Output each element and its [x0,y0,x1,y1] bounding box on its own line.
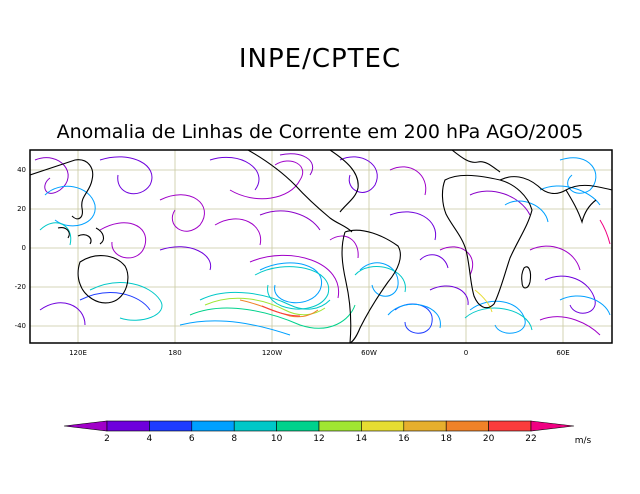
streamline [474,289,493,313]
map-title: Anomalia de Linhas de Corrente em 200 hP… [56,121,584,143]
lat-tick-label: 0 [22,244,26,252]
streamline [464,307,533,331]
colorbar-segment [488,420,532,432]
streamline [259,210,321,231]
lon-tick-label: 0 [464,349,468,357]
streamline [429,285,469,306]
colorbar-segment [149,420,193,432]
streamline [339,156,378,193]
colorbar-tick-label: 20 [483,434,495,444]
africa-coast [441,174,533,309]
colorbar-tick-label: 2 [104,434,110,444]
lat-tick-label: 40 [17,166,26,174]
colorbar-tick-label: 10 [271,434,283,444]
streamline [329,235,359,259]
lon-tick-label: 180 [168,349,181,357]
colorbar-segment [63,420,108,432]
lon-tick-label: 60E [556,349,569,357]
streamline [469,300,526,334]
streamline [209,156,260,191]
streamline [559,157,597,194]
streamline [261,305,301,317]
south-america-coast [341,229,401,343]
map-panel [29,149,613,344]
europe-coast [451,150,501,173]
streamline [34,157,69,194]
streamline [39,302,86,326]
north-america-coast [247,150,359,233]
streamline [99,222,147,259]
colorbar-segment [403,420,447,432]
asia-coast [30,159,94,220]
streamline [259,262,323,304]
streamline [214,218,262,246]
streamline [179,320,291,336]
lat-tick-label: -40 [15,322,26,330]
colorbar-segment [445,420,489,432]
colorbar-tick-label: 8 [231,434,237,444]
colorbar-tick-label: 12 [313,434,324,444]
streamline [44,185,96,227]
colorbar-tick-label: 18 [440,434,452,444]
streamline [539,316,601,336]
streamline [354,266,406,293]
colorbar-segment [361,420,405,432]
australia-coast [77,255,129,304]
colorbar-units: m/s [575,436,592,446]
streamline [389,166,427,196]
streamline [387,303,441,329]
middle-east-coast [499,176,612,195]
streamline [199,291,331,310]
streamline [419,254,449,269]
colorbar-segment [191,420,235,432]
page-title: INPE/CPTEC [238,44,402,74]
streamline [599,219,611,245]
streamline [39,222,72,246]
lon-tick-label: 120W [262,349,282,357]
madagascar-coast [521,266,532,289]
latitude-axis: 40 20 0 -20 -40 [15,166,26,330]
colorbar-tick-label: 22 [525,434,536,444]
streamline [389,211,437,241]
streamline [249,254,340,299]
colorbar-segment [318,420,362,432]
streamline [229,160,303,200]
streamline [254,266,330,310]
india-coast [565,189,597,224]
streamline [529,245,581,271]
colorbar-tick-label: 16 [398,434,410,444]
streamline [89,282,163,321]
lat-tick-label: 20 [17,205,26,213]
longitude-axis: 120E 180 120W 60W 0 60E [69,349,570,357]
colorbar-tick-label: 14 [356,434,368,444]
streamline [279,153,313,176]
colorbar [63,420,575,432]
map-frame [29,149,613,344]
colorbar-tick-label: 4 [147,434,153,444]
colorbar-segment [233,420,277,432]
colorbar-segment [276,420,320,432]
lat-tick-label: -20 [15,283,26,291]
streamline [469,190,531,216]
coastlines [30,150,612,343]
colorbar-segment [106,420,150,432]
colorbar-labels: 2 4 6 8 10 12 14 16 18 20 22 m/s [104,434,591,446]
lon-tick-label: 60W [361,349,377,357]
colorbar-segment [530,420,575,432]
streamline [159,246,212,271]
streamline [539,185,601,206]
streamline [159,194,205,232]
streamline [559,295,611,316]
streamline [504,200,549,223]
streamline [99,156,153,195]
lon-tick-label: 120E [69,349,87,357]
colorbar-tick-label: 6 [189,434,195,444]
maritime-continent [57,227,105,245]
streamline [189,304,356,329]
streamline [239,299,319,318]
